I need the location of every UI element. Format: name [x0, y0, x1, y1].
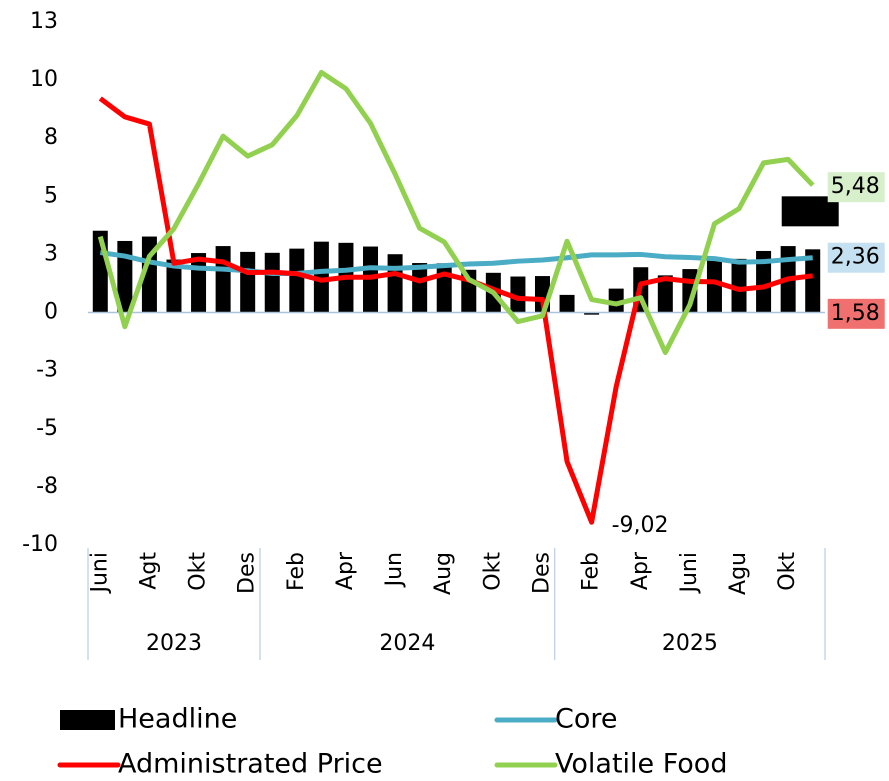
group-label: 2023 [146, 631, 202, 656]
legend-label: Volatile Food [555, 749, 727, 780]
x-tick-label: Feb [579, 552, 604, 591]
x-tick-label: Des [235, 552, 260, 594]
legend-label: Core [555, 704, 618, 735]
y-tick-label: 13 [30, 9, 58, 34]
y-tick-label: 8 [44, 125, 58, 150]
y-tick-label: -8 [36, 474, 58, 499]
x-tick-label: Okt [775, 552, 800, 591]
bar [584, 312, 600, 315]
data-label: -9,02 [612, 513, 669, 538]
y-tick-label: 0 [44, 300, 58, 325]
y-tick-label: 5 [44, 183, 58, 208]
x-tick-label: Agu [726, 552, 751, 595]
x-tick-label: Juni [87, 552, 112, 595]
data-label-box [827, 172, 885, 203]
y-tick-label: 3 [44, 241, 58, 266]
bar [657, 275, 673, 313]
x-tick-label: Des [529, 552, 554, 594]
legend-label: Headline [118, 704, 237, 735]
bar [706, 257, 722, 313]
legend-label: Administrated Price [118, 749, 383, 780]
y-tick-label: -5 [36, 416, 58, 441]
x-tick-label: Aug [431, 552, 456, 595]
x-tick-label: Apr [333, 551, 358, 590]
group-label: 2024 [379, 631, 435, 656]
data-label: 5,48 [831, 174, 880, 199]
x-tick-label: Apr [628, 551, 653, 590]
series-line [98, 96, 814, 525]
y-tick-label: -10 [22, 532, 58, 557]
data-label-box [827, 242, 885, 273]
x-tick-label: Okt [186, 552, 211, 591]
bar [608, 288, 624, 313]
bar [510, 276, 526, 313]
bar [240, 251, 256, 313]
data-label: 2,72 [785, 198, 834, 223]
bar [264, 252, 280, 313]
bar [436, 263, 452, 313]
y-tick-label: -3 [36, 358, 58, 383]
bar [756, 250, 772, 313]
y-tick-label: 10 [30, 67, 58, 92]
data-label-box [827, 298, 885, 329]
bar [412, 263, 428, 313]
series-line [97, 69, 815, 356]
x-tick-label: Jun [382, 552, 407, 588]
bar [215, 246, 231, 313]
bar [313, 241, 329, 313]
x-tick-label: Feb [284, 552, 309, 591]
data-label: 2,36 [831, 245, 880, 270]
bar [731, 258, 747, 313]
x-tick-label: Agt [136, 552, 161, 590]
legend-swatch [60, 710, 115, 730]
data-label: 1,58 [831, 301, 880, 326]
bar [166, 259, 182, 313]
bar [559, 294, 575, 313]
bar [805, 249, 821, 313]
x-tick-label: Okt [480, 552, 505, 591]
x-tick-label: Juni [677, 552, 702, 595]
bar [289, 248, 305, 313]
bar [387, 254, 403, 313]
group-label: 2025 [662, 631, 718, 656]
